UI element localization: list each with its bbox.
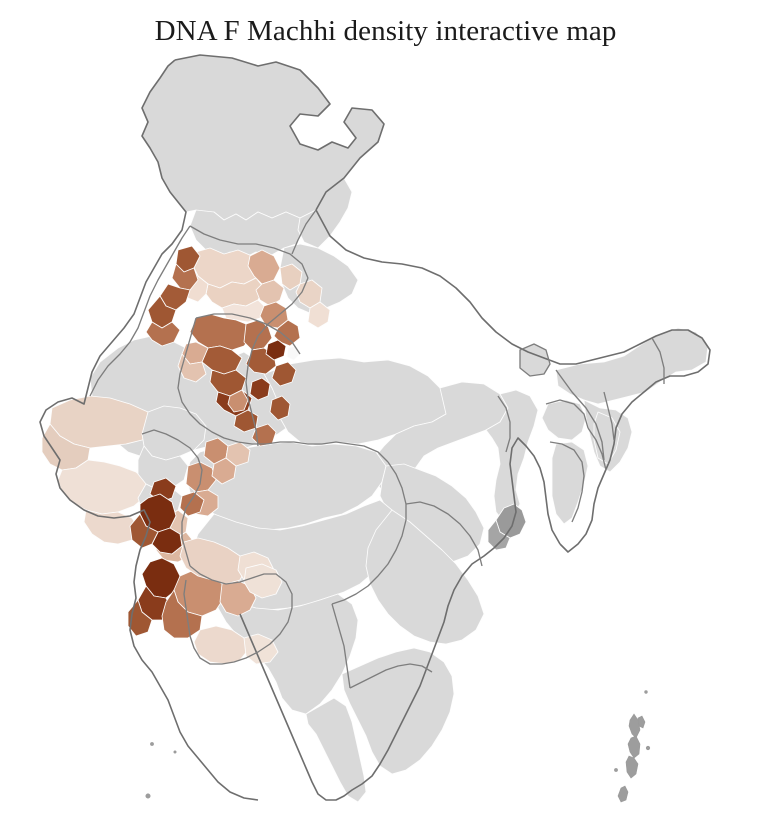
map-canvas[interactable]: [0, 52, 771, 813]
india-map-svg[interactable]: [0, 52, 771, 813]
islands-group[interactable]: [145, 690, 654, 813]
boundaries: [39, 54, 711, 801]
lakshadweep-islands[interactable]: [145, 742, 177, 799]
region-north-punjab-haryana[interactable]: [145, 245, 331, 447]
andaman-nicobar-islands[interactable]: [614, 690, 653, 813]
dark-grey-district-sundarbans[interactable]: [487, 503, 527, 551]
page-title: DNA F Machhi density interactive map: [154, 15, 617, 47]
region-west-gujarat-maharashtra[interactable]: [41, 395, 283, 665]
